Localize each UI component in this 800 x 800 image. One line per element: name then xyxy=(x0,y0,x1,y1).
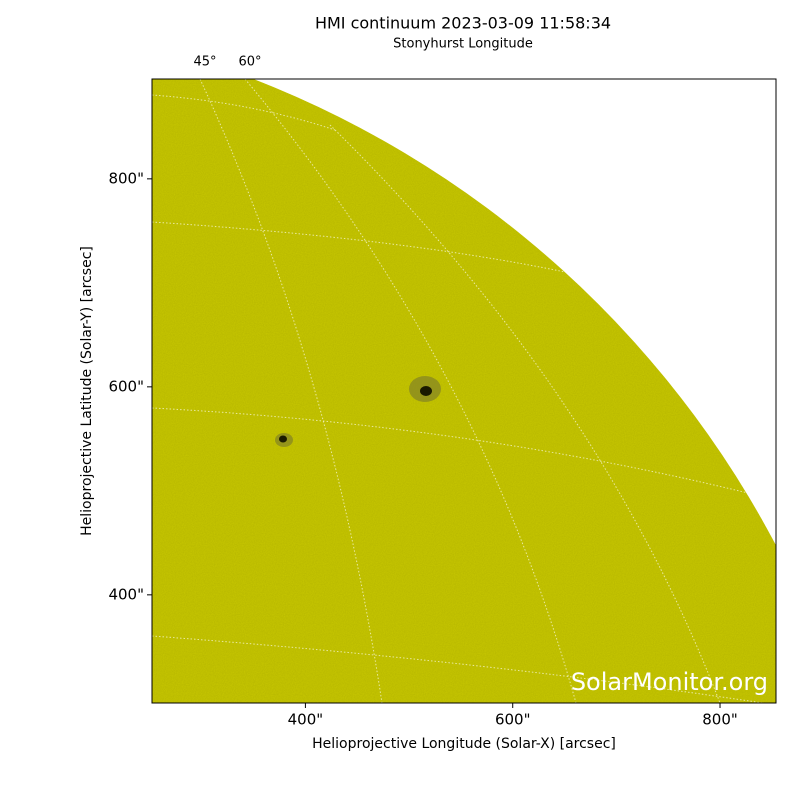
chart-title: HMI continuum 2023-03-09 11:58:34 xyxy=(315,14,611,33)
disk-texture xyxy=(152,79,776,703)
y-tick-label: 800" xyxy=(108,169,144,187)
lat-line xyxy=(152,407,776,501)
plot-area xyxy=(152,79,776,703)
x-tick-label: 600" xyxy=(495,711,531,729)
x-axis-label: Helioprojective Longitude (Solar-X) [arc… xyxy=(312,736,616,752)
sunspot-umbra xyxy=(420,386,432,396)
lon-line xyxy=(199,79,383,703)
top-tick-label: 60° xyxy=(238,55,261,70)
plot-frame xyxy=(151,78,777,704)
solar-disk xyxy=(152,79,776,703)
lat-line xyxy=(152,221,566,273)
lon-line xyxy=(329,124,721,703)
x-tick-label: 400" xyxy=(288,711,324,729)
lat-line xyxy=(152,635,776,703)
y-tick-label: 600" xyxy=(108,377,144,395)
watermark: SolarMonitor.org xyxy=(571,668,768,696)
lon-line xyxy=(244,79,577,703)
lat-line xyxy=(152,94,336,131)
sunspot-umbra xyxy=(279,435,287,443)
chart-subtitle: Stonyhurst Longitude xyxy=(393,37,533,52)
y-axis-label: Helioprojective Latitude (Solar-Y) [arcs… xyxy=(79,246,95,536)
x-tick-label: 800" xyxy=(702,711,738,729)
y-tick-label: 400" xyxy=(108,585,144,603)
top-tick-label: 45° xyxy=(193,55,216,70)
